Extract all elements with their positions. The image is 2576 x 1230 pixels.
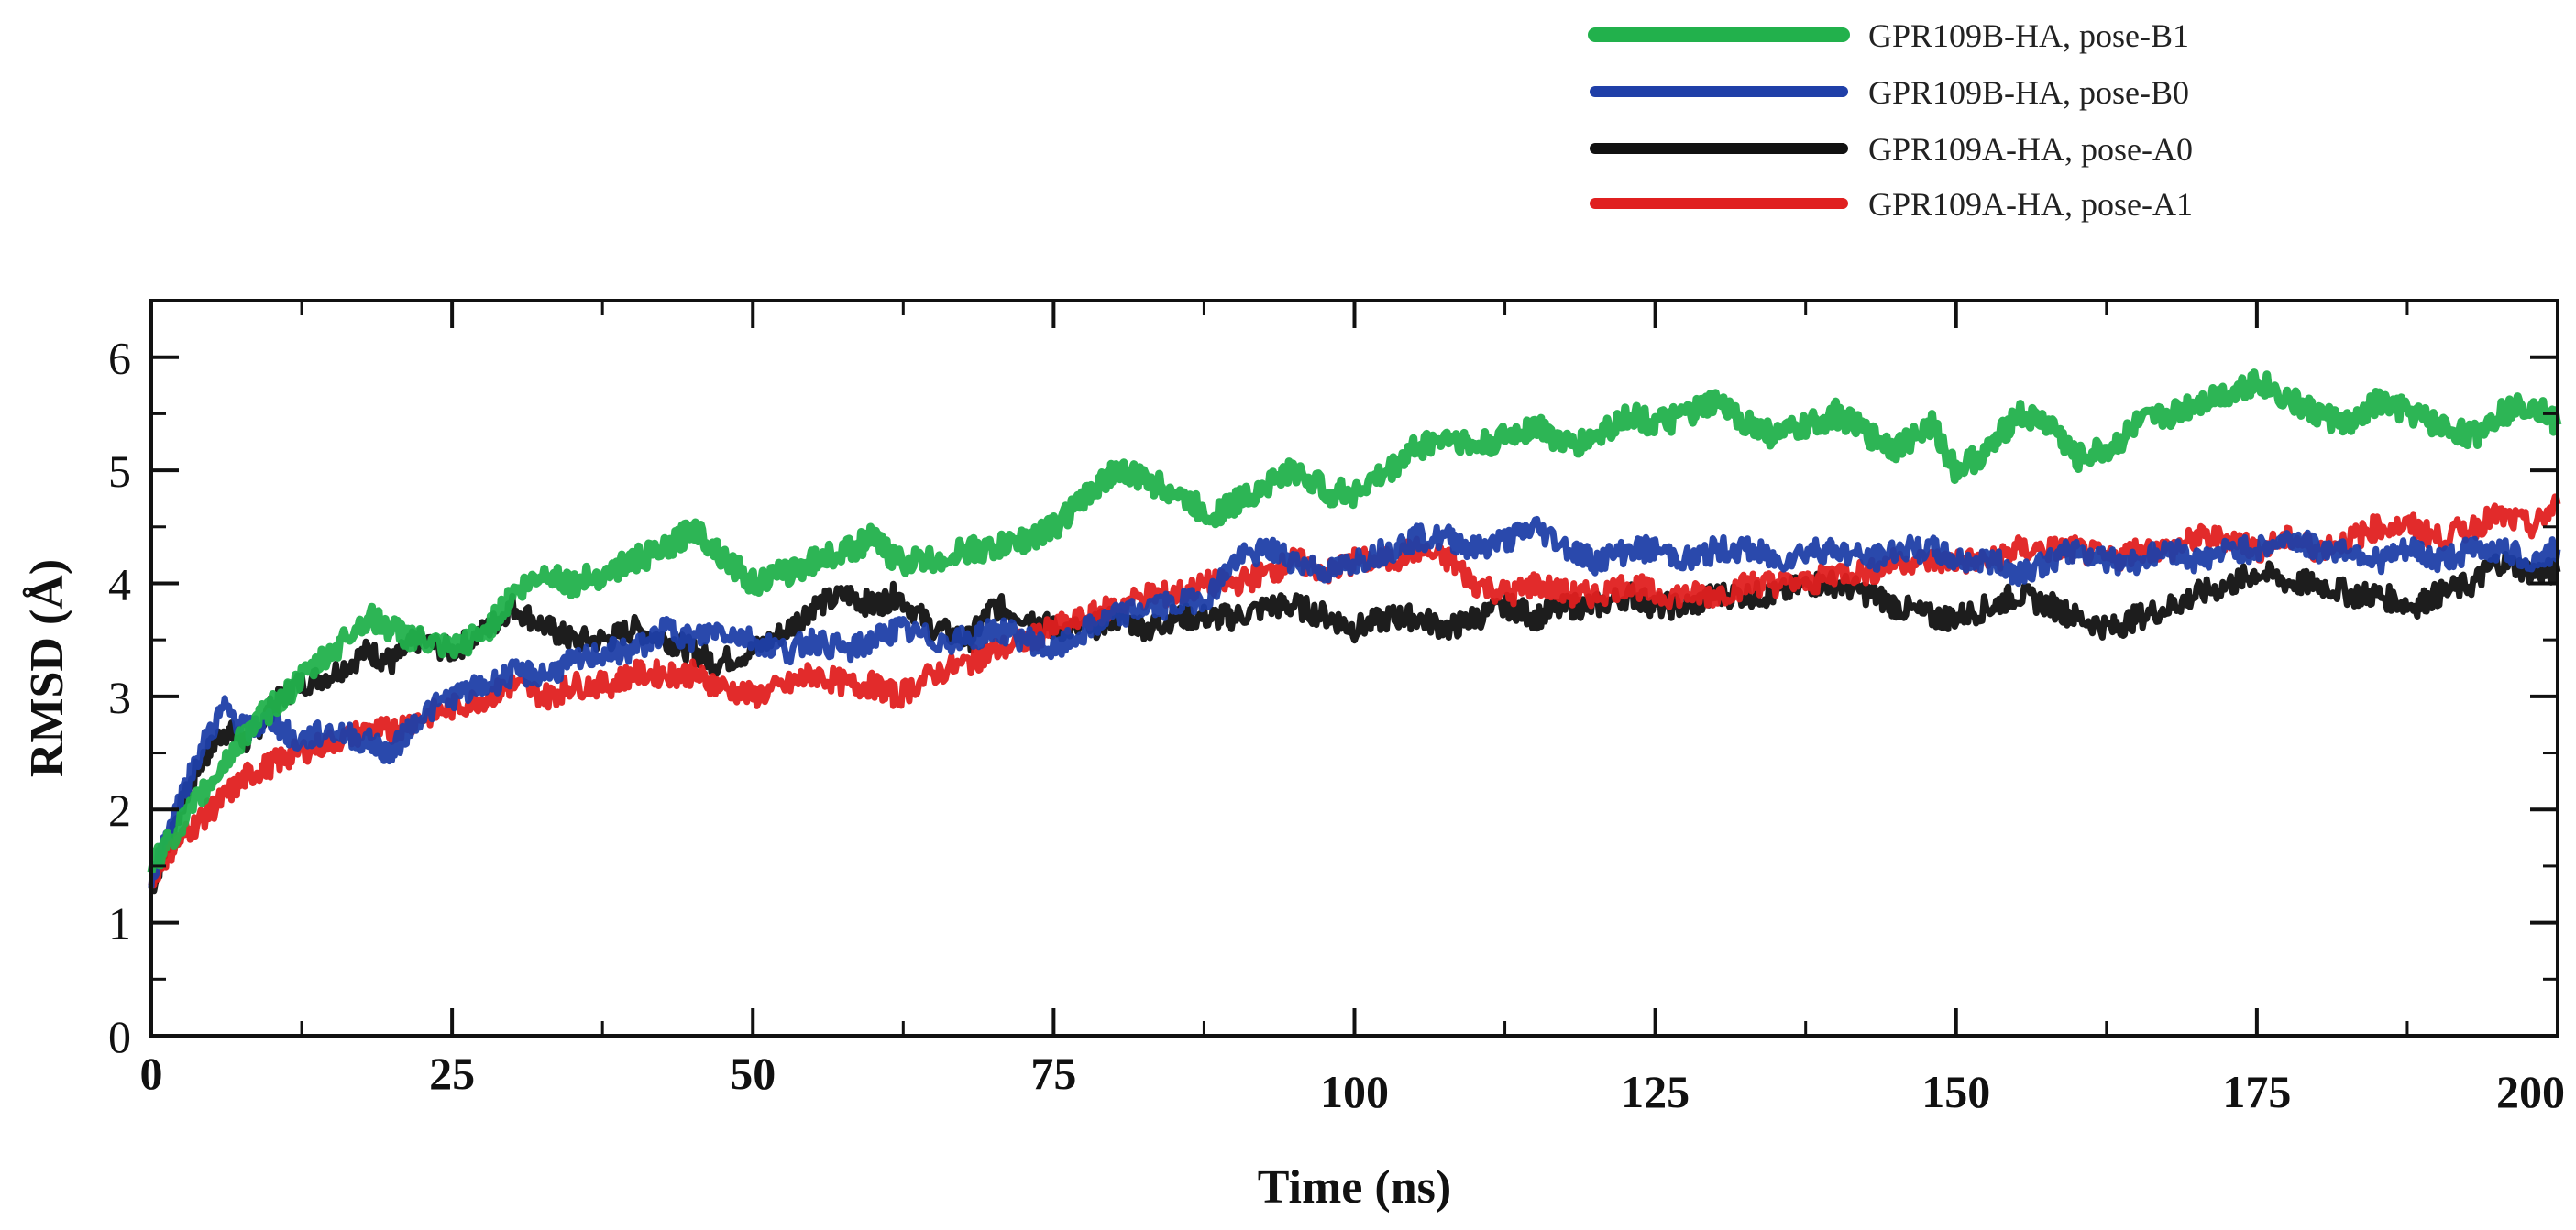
- x-tick-label: 100: [1320, 1066, 1389, 1117]
- x-tick-label: 75: [1030, 1048, 1076, 1099]
- y-tick-label: 1: [108, 898, 131, 950]
- x-axis-title: Time (ns): [1258, 1161, 1451, 1214]
- series-line-3: [148, 551, 2561, 895]
- y-tick-label: 2: [108, 785, 131, 836]
- legend-label-3: GPR109A-HA, pose-A0: [1868, 131, 2193, 168]
- y-tick-label: 0: [108, 1011, 131, 1062]
- y-tick-label: 6: [108, 333, 131, 384]
- legend-label-4: GPR109A-HA, pose-A1: [1868, 186, 2193, 223]
- y-tick-label: 5: [108, 445, 131, 497]
- x-tick-label: 150: [1921, 1066, 1990, 1117]
- legend-label-1: GPR109B-HA, pose-B1: [1868, 17, 2189, 54]
- x-tick-label: 175: [2222, 1066, 2291, 1117]
- plot-series: [147, 368, 2562, 895]
- series-line-1: [147, 368, 2562, 873]
- y-axis-ticks: 0 1 2 3 4 5 6: [108, 333, 2558, 1062]
- y-tick-label: 3: [108, 672, 131, 723]
- y-axis-title: RMSD (Å): [21, 559, 73, 777]
- x-axis-ticks: 0 25 50 75 100 125 150 175 200: [140, 301, 2565, 1117]
- y-tick-label: 4: [108, 558, 131, 610]
- x-tick-label: 50: [730, 1048, 776, 1099]
- x-tick-label: 25: [429, 1048, 475, 1099]
- x-tick-label: 200: [2496, 1066, 2565, 1117]
- x-tick-label: 125: [1621, 1066, 1690, 1117]
- series-line-2: [148, 515, 2561, 888]
- legend: GPR109B-HA, pose-B1 GPR109B-HA, pose-B0 GP…: [1588, 17, 2193, 223]
- x-tick-label: 0: [140, 1048, 163, 1099]
- legend-label-2: GPR109B-HA, pose-B0: [1868, 74, 2189, 111]
